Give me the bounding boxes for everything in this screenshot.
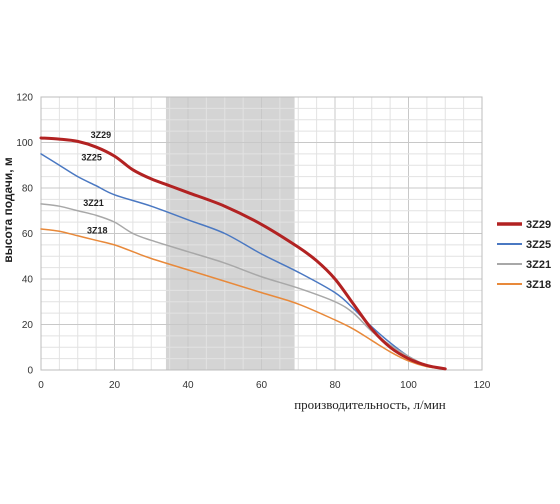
y-axis-label: высота подачи, м <box>1 157 15 263</box>
y-tick-label: 20 <box>22 320 34 331</box>
x-tick-label: 40 <box>182 380 194 391</box>
series-label-3z25: 3Z25 <box>81 153 102 163</box>
series-label-3z21: 3Z21 <box>83 198 104 208</box>
series-layer <box>39 136 447 371</box>
x-tick-label: 60 <box>256 380 268 391</box>
series-label-3z29: 3Z29 <box>91 130 112 140</box>
series-line-3z25 <box>40 153 446 370</box>
x-tick-label: 80 <box>329 380 341 391</box>
y-tick-label: 40 <box>22 275 34 286</box>
x-tick-label: 0 <box>38 380 44 391</box>
y-tick-label: 120 <box>16 93 33 104</box>
series-line-3z18 <box>40 228 446 370</box>
y-tick-label: 60 <box>22 229 34 240</box>
x-axis-label: производительность, л/мин <box>294 397 446 412</box>
legend-label-3z29: 3Z29 <box>526 219 551 231</box>
legend-label-3z18: 3Z18 <box>526 279 551 291</box>
legend: 3Z29 3Z25 3Z21 3Z18 <box>497 219 551 291</box>
legend-label-3z21: 3Z21 <box>526 259 551 271</box>
series-label-3z18: 3Z18 <box>87 226 108 236</box>
y-tick-label: 80 <box>22 184 34 195</box>
tick-labels: 0 20 40 60 80 100 120 0 20 40 60 80 100 120 <box>16 93 490 392</box>
y-tick-label: 100 <box>16 138 33 149</box>
series-line-3z29 <box>39 136 447 371</box>
y-tick-label: 0 <box>27 366 33 377</box>
legend-label-3z25: 3Z25 <box>526 239 551 251</box>
x-tick-label: 20 <box>109 380 121 391</box>
x-tick-label: 100 <box>400 380 417 391</box>
plot-frame <box>40 96 483 371</box>
x-tick-label: 120 <box>474 380 491 391</box>
series-curve-labels: 3Z29 3Z25 3Z21 3Z18 <box>81 130 111 236</box>
series-line-3z21 <box>40 203 446 370</box>
